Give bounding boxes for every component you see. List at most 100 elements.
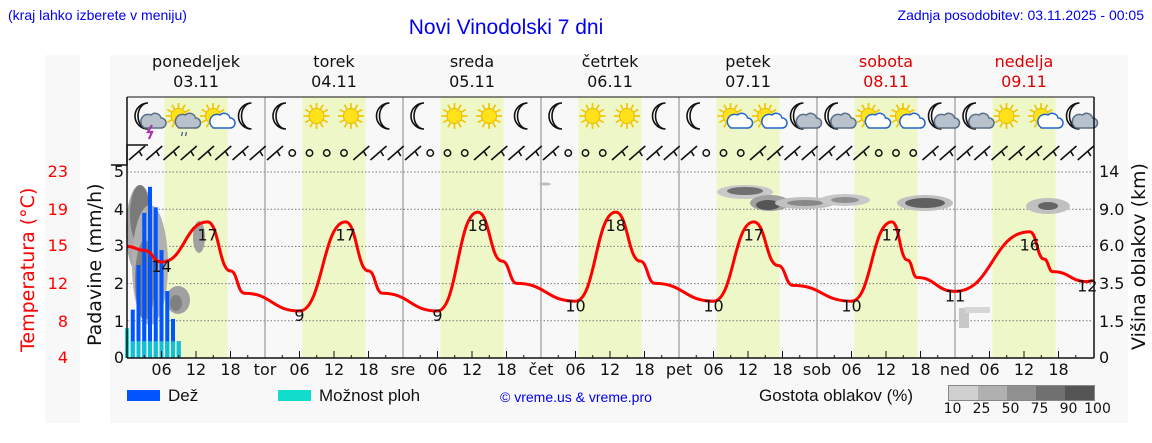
temperature-labels: 14 17 9 17 9 18 10 18 10 17 10 17 11 16 12 [151, 216, 1097, 325]
moon-icon [272, 102, 287, 130]
x-tick-label: 06 [703, 360, 724, 379]
moon-icon [548, 102, 563, 130]
moon-icon [686, 102, 701, 130]
axis-tick-label: 14 [1099, 162, 1120, 181]
moon-cloud-icon [962, 102, 995, 130]
axis-tick-label: 4 [113, 200, 124, 219]
sun-icon [441, 103, 468, 129]
region-hint: (kraj lahko izberete v meniju) [8, 7, 187, 23]
x-tick-label: pet [665, 360, 693, 379]
x-tick-label: 06 [979, 360, 1000, 379]
density-swatch [1036, 386, 1065, 400]
x-tick-label: 06 [565, 360, 586, 379]
x-tick-label: 12 [185, 360, 207, 379]
moon-icon [237, 102, 252, 130]
moon-cloud-icon [824, 102, 857, 130]
sun-cloud-icon [752, 103, 788, 129]
moon-icon [375, 102, 390, 130]
temperature-value-label: 10 [841, 296, 861, 315]
x-tick-label: 12 [1013, 360, 1035, 379]
day-label: četrtek 06.11 [581, 52, 639, 91]
cloud-density-scale [948, 385, 1095, 401]
density-tick: 10 [943, 401, 962, 417]
temperature-value-label: 10 [703, 296, 723, 315]
axis-tick-label: 0 [113, 348, 124, 367]
axis-tick-label: 9.0 [1099, 200, 1125, 219]
x-tick-label: 06 [289, 360, 310, 379]
moon-icon [651, 102, 666, 130]
showers-swatch [278, 390, 311, 401]
density-swatch [949, 386, 978, 400]
axis-tick-label: 23 [47, 162, 68, 181]
temperature-value-label: 17 [197, 226, 217, 245]
x-tick-label: 06 [427, 360, 448, 379]
day-label: nedelja 09.11 [994, 52, 1054, 91]
moon-cloud-icon [927, 102, 961, 130]
sun-icon [614, 103, 640, 129]
showers-legend-label: Možnost ploh [319, 386, 421, 405]
sun-cloud-icon [200, 103, 236, 129]
density-tick: 50 [1001, 401, 1020, 417]
axis-tick-label: 1.5 [1099, 312, 1125, 331]
sun-cloud-icon [1028, 103, 1064, 129]
sun-cloud-rain-icon [165, 103, 202, 137]
axis-tick-label: 6.0 [1099, 236, 1125, 255]
temperature-value-label: 9 [432, 306, 442, 325]
x-tick-label: 12 [323, 360, 345, 379]
x-tick-label: 18 [1048, 360, 1069, 379]
gridlines [127, 97, 1093, 358]
temperature-value-label: 16 [1020, 236, 1040, 255]
x-tick-label: 12 [737, 360, 759, 379]
sun-icon [338, 103, 364, 129]
moon-cloud-icon [789, 102, 823, 130]
axis-tick-label: 3.5 [1099, 274, 1125, 293]
page-title: Novi Vinodolski 7 dni [408, 16, 604, 39]
axis-tick-label: 12 [47, 274, 68, 293]
temperature-value-label: 11 [945, 286, 965, 305]
density-swatch [978, 386, 1007, 400]
axis-tick-label: 4 [57, 348, 68, 367]
temperature-value-label: 10 [565, 296, 585, 315]
sun-icon [476, 103, 502, 129]
x-tick-label: 18 [910, 360, 931, 379]
day-label: ponedeljek 03.11 [152, 52, 240, 91]
axis-tick-label: 0 [1099, 348, 1110, 367]
moon-icon [513, 102, 528, 130]
precipitation-bars [125, 186, 181, 358]
temp-axis-panel [45, 55, 80, 423]
last-updated: Zadnja posodobitev: 03.11.2025 - 00:05 [897, 7, 1144, 23]
axis-tick-label: 8 [57, 312, 68, 331]
density-tick: 75 [1030, 401, 1049, 417]
x-tick-label: 18 [358, 360, 379, 379]
moon-cloud-thunder-icon [134, 102, 167, 140]
density-swatch [1007, 386, 1036, 400]
temperature-value-label: 12 [1077, 277, 1097, 296]
rain-swatch [127, 390, 160, 401]
temperature-line [126, 210, 1094, 313]
x-tick-label: sre [390, 360, 416, 379]
precipitation-axis-title: Padavine (mm/h) [84, 183, 106, 346]
cloud-density-ticks: 10 25 50 75 90 100 [938, 401, 1112, 417]
temperature-value-label: 17 [335, 226, 355, 245]
sun-icon [579, 103, 606, 129]
x-tick-label: 06 [151, 360, 172, 379]
x-tick-label: 12 [599, 360, 621, 379]
credit-link[interactable]: © vreme.us & vreme.pro [500, 389, 652, 405]
temperature-value-label: 18 [468, 216, 488, 235]
sun-icon [993, 103, 1020, 129]
temperature-axis-title: Temperatura (°C) [17, 187, 39, 352]
day-label: sreda 05.11 [449, 52, 495, 91]
axis-tick-label: 19 [47, 200, 68, 219]
sun-cloud-icon [890, 103, 926, 129]
x-tick-label: 06 [841, 360, 862, 379]
x-tick-label: 18 [496, 360, 517, 379]
axis-tick-label: 2 [113, 274, 124, 293]
temperature-value-label: 14 [151, 257, 171, 276]
x-axis-ticks [143, 351, 1077, 358]
day-label: torek 04.11 [311, 52, 357, 91]
x-tick-label: tor [253, 360, 277, 379]
density-tick: 25 [972, 401, 991, 417]
cloud-height-axis-title: Višina oblakov (km) [1128, 163, 1150, 350]
x-tick-label: 12 [461, 360, 483, 379]
